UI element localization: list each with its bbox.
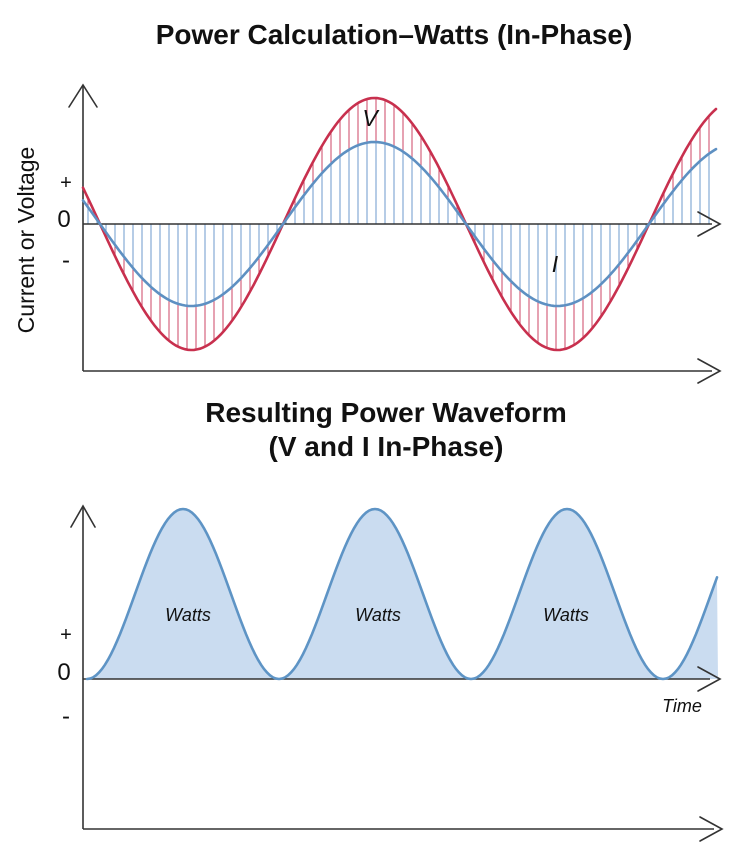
bottom-zero-axis-arrow-icon [697, 666, 722, 692]
watts-label-3: Watts [543, 605, 589, 625]
voltage-hatch-fill [87, 98, 710, 350]
power-area-fill [87, 509, 718, 679]
top-y-axis-arrow-icon [68, 83, 98, 108]
bottom-time-axis-arrow-icon [699, 816, 724, 842]
bottom-tick-zero: 0 [57, 659, 70, 686]
bottom-chart: + 0 - Watts Watts Watts Time [57, 504, 724, 842]
bottom-chart-title-line1: Resulting Power Waveform [205, 397, 566, 428]
bottom-chart-title-line2: (V and I In-Phase) [269, 431, 504, 462]
power-curve [85, 507, 719, 681]
bottom-y-axis-arrow-icon [70, 504, 96, 528]
bottom-tick-plus: + [60, 624, 72, 646]
top-tick-zero: 0 [57, 206, 70, 233]
watts-label-1: Watts [165, 605, 211, 625]
bottom-tick-minus: - [62, 703, 70, 730]
top-y-axis-label: Current or Voltage [13, 147, 39, 334]
time-axis-label: Time [662, 696, 702, 716]
voltage-curve [81, 96, 718, 352]
top-zero-axis-arrow-icon [697, 211, 722, 237]
watts-label-2: Watts [355, 605, 401, 625]
voltage-label: V [362, 105, 380, 131]
current-label: I [552, 251, 559, 277]
current-curve [81, 140, 718, 308]
top-chart-title: Power Calculation–Watts (In-Phase) [156, 19, 633, 50]
top-tick-minus: - [62, 247, 70, 274]
top-chart: Current or Voltage + 0 - V I [13, 83, 722, 384]
top-time-axis-arrow-icon [697, 358, 722, 384]
top-tick-plus: + [60, 172, 72, 194]
